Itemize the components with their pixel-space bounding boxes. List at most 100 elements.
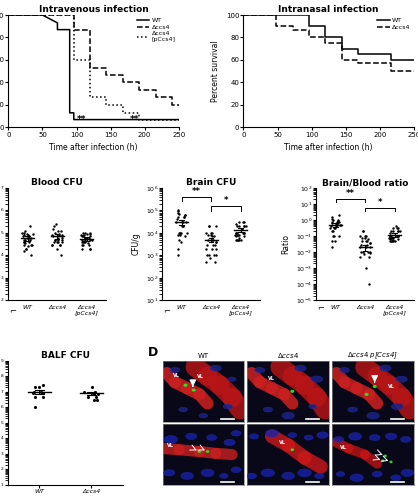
Text: VL: VL bbox=[167, 444, 173, 448]
Point bbox=[50, 222, 57, 230]
Point bbox=[389, 234, 395, 241]
Point bbox=[392, 237, 398, 245]
Point bbox=[59, 231, 66, 239]
Point bbox=[212, 252, 219, 260]
Point bbox=[387, 237, 394, 245]
Ellipse shape bbox=[380, 365, 391, 372]
Text: ⌐: ⌐ bbox=[9, 308, 16, 316]
Point bbox=[364, 248, 371, 256]
Point bbox=[395, 228, 402, 235]
Point bbox=[336, 232, 343, 240]
Point bbox=[56, 231, 62, 239]
Point bbox=[212, 240, 219, 248]
Point bbox=[328, 222, 334, 230]
Text: ⌐: ⌐ bbox=[163, 308, 170, 316]
Point bbox=[21, 248, 28, 256]
Point bbox=[84, 230, 90, 238]
Point bbox=[334, 221, 340, 229]
Point bbox=[59, 234, 65, 242]
Point bbox=[51, 236, 58, 244]
Point bbox=[330, 228, 336, 235]
Point bbox=[390, 236, 396, 244]
Point bbox=[23, 244, 30, 252]
Point bbox=[362, 232, 369, 240]
Point bbox=[388, 237, 395, 245]
Point bbox=[29, 240, 36, 248]
Point bbox=[210, 236, 217, 244]
Point bbox=[50, 232, 56, 240]
Ellipse shape bbox=[339, 368, 349, 372]
Point bbox=[182, 232, 189, 240]
Point bbox=[329, 228, 335, 235]
Point bbox=[362, 232, 368, 240]
Point bbox=[329, 215, 336, 223]
Point bbox=[234, 229, 240, 237]
Point bbox=[329, 218, 335, 226]
Point bbox=[89, 236, 95, 244]
Ellipse shape bbox=[223, 404, 232, 409]
Point bbox=[82, 236, 89, 244]
Point bbox=[179, 222, 186, 230]
Ellipse shape bbox=[309, 404, 317, 408]
Point bbox=[209, 240, 216, 248]
Ellipse shape bbox=[385, 433, 397, 440]
Point bbox=[204, 236, 211, 244]
Ellipse shape bbox=[163, 470, 175, 476]
Point bbox=[357, 253, 364, 261]
Point bbox=[395, 232, 401, 240]
Ellipse shape bbox=[250, 434, 259, 439]
Point bbox=[183, 218, 190, 226]
Point bbox=[239, 225, 245, 233]
Title: $\Delta ccs4$: $\Delta ccs4$ bbox=[277, 351, 299, 360]
Point bbox=[175, 208, 182, 216]
Ellipse shape bbox=[263, 407, 273, 412]
Point bbox=[211, 232, 218, 240]
Point bbox=[241, 222, 247, 230]
Point bbox=[181, 213, 187, 221]
Point bbox=[213, 238, 219, 246]
Point bbox=[25, 242, 31, 250]
Point bbox=[395, 228, 401, 235]
Point bbox=[329, 214, 335, 222]
Point bbox=[174, 213, 181, 221]
Point bbox=[235, 231, 242, 239]
Point bbox=[358, 237, 365, 245]
Point bbox=[28, 240, 35, 248]
Point bbox=[80, 240, 87, 248]
Point bbox=[56, 230, 62, 238]
Point bbox=[238, 236, 245, 244]
Point bbox=[211, 252, 217, 260]
Circle shape bbox=[184, 384, 188, 387]
Point bbox=[20, 229, 27, 237]
Point bbox=[38, 388, 45, 396]
Point bbox=[59, 238, 65, 246]
Point bbox=[177, 229, 184, 237]
Point bbox=[22, 227, 29, 235]
Legend: WT, Δccs4, Δccs4
[pCcs4]: WT, Δccs4, Δccs4 [pCcs4] bbox=[137, 18, 176, 42]
Ellipse shape bbox=[261, 469, 275, 476]
Point bbox=[87, 244, 94, 252]
Circle shape bbox=[381, 460, 385, 462]
Circle shape bbox=[206, 450, 209, 453]
Point bbox=[178, 238, 184, 246]
Point bbox=[58, 232, 65, 240]
Point bbox=[329, 244, 336, 252]
Ellipse shape bbox=[350, 474, 363, 482]
Point bbox=[387, 232, 393, 240]
Point bbox=[206, 222, 212, 230]
Point bbox=[52, 236, 59, 244]
Point bbox=[179, 222, 186, 230]
Point bbox=[58, 227, 65, 235]
Title: $\Delta ccs4$ p[Ccs4]: $\Delta ccs4$ p[Ccs4] bbox=[347, 350, 399, 361]
Point bbox=[49, 240, 56, 248]
Point bbox=[79, 238, 86, 246]
Point bbox=[334, 217, 341, 225]
Point bbox=[25, 232, 32, 240]
Y-axis label: Percent survival: Percent survival bbox=[211, 40, 220, 102]
Point bbox=[357, 244, 364, 252]
Point bbox=[182, 212, 189, 220]
Point bbox=[181, 212, 188, 220]
Point bbox=[178, 222, 185, 230]
Point bbox=[21, 238, 28, 246]
Point bbox=[204, 231, 211, 239]
